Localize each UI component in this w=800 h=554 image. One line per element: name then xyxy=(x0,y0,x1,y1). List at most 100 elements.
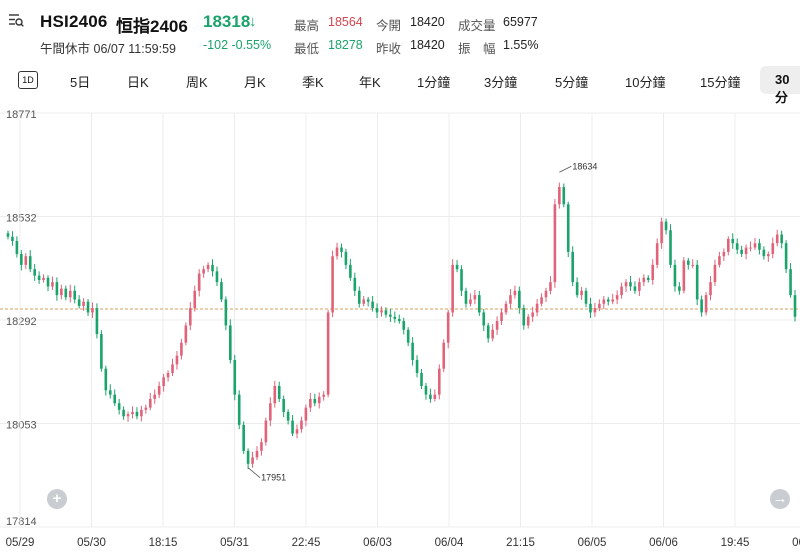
candle-body xyxy=(673,264,677,287)
tab-1min[interactable]: 1分鐘 xyxy=(417,75,451,90)
candle-body xyxy=(695,264,699,300)
candle-body xyxy=(704,295,708,313)
candle-body xyxy=(246,450,250,464)
candle-body xyxy=(744,247,748,255)
candle-body xyxy=(202,269,205,274)
candle-body xyxy=(144,407,148,410)
candle-body xyxy=(60,288,63,296)
candle-body xyxy=(153,394,157,399)
candle-body xyxy=(406,329,410,343)
timestamp: 06/07 11:59:59 xyxy=(93,42,176,56)
x-tick-label: 06/05 xyxy=(578,537,607,549)
tab-5day[interactable]: 5日 xyxy=(70,75,91,90)
candle-body xyxy=(740,249,743,255)
low-label: 最低 xyxy=(294,42,320,56)
tab-weekly[interactable]: 周K xyxy=(186,75,208,90)
candle-body xyxy=(295,429,299,434)
candle-body xyxy=(86,301,90,313)
low-value: 18278 xyxy=(328,38,363,52)
candle-body xyxy=(482,312,486,326)
tab-5min[interactable]: 5分鐘 xyxy=(555,75,589,90)
candle-body xyxy=(322,394,325,397)
tab-3min[interactable]: 3分鐘 xyxy=(484,75,518,90)
candle-body xyxy=(362,299,366,304)
prev-close-label: 昨收 xyxy=(376,42,402,56)
quote-header: HSI2406 恒指2406 18318 ↓ 午間休市 06/07 11:59:… xyxy=(0,0,800,62)
tab-monthly[interactable]: 月K xyxy=(244,75,266,90)
candle-body xyxy=(513,290,517,296)
amplitude-value: 1.55% xyxy=(503,38,539,52)
candle-body xyxy=(42,277,45,280)
candle-body xyxy=(669,230,672,265)
candle-body xyxy=(233,360,237,395)
tab-30min[interactable]: 30分 xyxy=(775,72,790,105)
candle-body xyxy=(220,282,223,300)
candle-body xyxy=(731,238,735,244)
zoom-in-icon[interactable]: + xyxy=(47,489,67,509)
candle-body xyxy=(749,247,752,249)
candle-body xyxy=(104,368,108,391)
x-tick-label: 05/30 xyxy=(77,537,106,549)
candle-body xyxy=(771,243,775,255)
candle-body xyxy=(606,299,610,302)
candle-body xyxy=(566,204,570,252)
candle-body xyxy=(229,325,232,361)
candle-body xyxy=(660,221,663,244)
candle-body xyxy=(68,290,72,298)
candle-body xyxy=(593,308,597,313)
list-search-icon[interactable] xyxy=(8,12,24,28)
candle-body xyxy=(188,308,192,326)
scroll-latest-icon[interactable]: → xyxy=(770,489,790,509)
candle-body xyxy=(531,312,534,317)
candle-body xyxy=(162,377,165,386)
candle-body xyxy=(580,290,583,296)
tab-30min-highlight[interactable] xyxy=(760,66,800,94)
tab-10min[interactable]: 10分鐘 xyxy=(625,75,666,90)
candle-body xyxy=(793,295,797,317)
candle-body xyxy=(180,342,183,356)
candle-body xyxy=(255,450,259,458)
candle-body xyxy=(589,303,592,313)
x-tick-label: 06/04 xyxy=(435,537,464,549)
period-tabs: 1D 5日 日K 周K 月K 季K 年K 1分鐘 3分鐘 5分鐘 10分鐘 15… xyxy=(0,66,800,105)
tab-15min[interactable]: 15分鐘 xyxy=(700,75,741,90)
candle-body xyxy=(331,256,334,313)
tab-intraday[interactable]: 1D xyxy=(18,71,38,89)
x-tick-label: 18:15 xyxy=(149,537,178,549)
candle-body xyxy=(242,424,245,451)
candle-body xyxy=(371,301,374,309)
candle-body xyxy=(95,308,99,335)
candle-body xyxy=(562,186,566,205)
candle-body xyxy=(349,264,352,278)
candle-body xyxy=(193,290,197,309)
candle-body xyxy=(464,290,468,304)
volume-value: 65977 xyxy=(503,15,538,29)
tab-daily[interactable]: 日K xyxy=(127,75,149,90)
candle-body xyxy=(780,234,783,244)
candle-body xyxy=(722,251,726,257)
candle-body xyxy=(384,310,388,315)
candle-body xyxy=(335,247,339,257)
candle-body xyxy=(633,286,637,291)
open-label: 今開 xyxy=(376,19,402,33)
candle-body xyxy=(620,286,623,296)
tab-yearly[interactable]: 年K xyxy=(359,75,381,90)
candle-body xyxy=(100,334,103,369)
candle-body xyxy=(522,308,526,326)
candle-body xyxy=(469,299,472,304)
candle-body xyxy=(575,282,579,296)
tab-quarterly[interactable]: 季K xyxy=(302,75,324,90)
candle-body xyxy=(64,288,68,298)
candlestick-chart[interactable]: 18771 18532 18292 18053 17814 05/29 05/30 18:15… xyxy=(0,100,800,554)
candle-body xyxy=(571,251,574,283)
candle-body xyxy=(286,411,290,421)
candle-body xyxy=(682,260,686,291)
market-status: 午間休市 06/07 11:59:59 xyxy=(40,38,176,57)
candle-body xyxy=(584,290,588,304)
candle-body xyxy=(46,277,50,287)
candle-body xyxy=(211,264,214,272)
candle-body xyxy=(700,299,703,313)
candle-body xyxy=(646,277,650,280)
candle-body xyxy=(126,414,130,417)
candle-body xyxy=(28,256,32,270)
